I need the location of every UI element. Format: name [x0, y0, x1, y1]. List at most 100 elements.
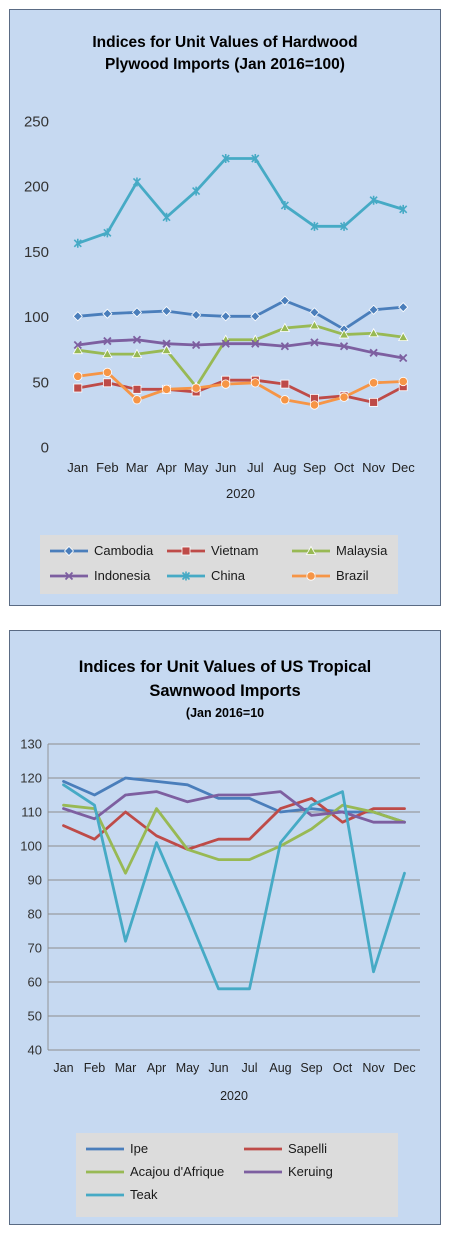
- x-tick-label: Apr: [156, 460, 177, 475]
- y-tick-label: 130: [20, 737, 42, 752]
- x-tick-label: Nov: [362, 1061, 385, 1075]
- data-point-brazil: [369, 378, 379, 388]
- x-tick-label: Oct: [333, 1061, 353, 1075]
- legend-label: Ipe: [130, 1141, 149, 1156]
- data-point-china: [73, 238, 82, 248]
- data-point-cambodia: [72, 311, 83, 322]
- x-tick-label: Apr: [147, 1061, 166, 1075]
- data-point-cambodia: [102, 308, 113, 319]
- data-point-china: [192, 186, 201, 196]
- x-axis-label: 2020: [226, 486, 255, 501]
- data-point-indonesia: [103, 336, 112, 346]
- series-line-brazil: [76, 370, 405, 407]
- y-tick-label: 70: [28, 941, 42, 956]
- legend-marker: [63, 545, 75, 557]
- sawnwood-title-line-1: Indices for Unit Values of US Tropical: [78, 658, 372, 676]
- x-tick-label: Dec: [392, 460, 416, 475]
- legend-label: Malaysia: [336, 543, 388, 558]
- series-line-cambodia: [76, 299, 405, 331]
- data-point-cambodia: [131, 307, 143, 318]
- legend-label: Keruing: [288, 1164, 333, 1179]
- data-point-brazil: [191, 383, 201, 393]
- plot-area: [63, 122, 418, 448]
- data-point-brazil: [398, 376, 408, 387]
- data-point-malaysia: [161, 344, 172, 355]
- data-point-china: [280, 200, 289, 210]
- sawnwood-chart-title: Indices for Unit Values of US Tropical S…: [10, 655, 440, 703]
- sawnwood-chart-plot: 40 50 60 70 80 90 100 110 120 130 Jan Feb Mar Apr May J…: [20, 737, 420, 1103]
- x-tick-label: Dec: [393, 1061, 415, 1075]
- data-point-china: [132, 177, 142, 187]
- data-point-cambodia: [309, 307, 320, 318]
- x-tick-label: May: [176, 1061, 200, 1075]
- data-point-malaysia: [368, 327, 379, 338]
- x-tick-label: Aug: [269, 1061, 291, 1075]
- legend-label: Indonesia: [94, 568, 151, 583]
- legend-marker: [64, 571, 74, 581]
- data-point-china: [103, 228, 112, 238]
- series-line-vietnam: [76, 378, 405, 404]
- legend-marker: [181, 571, 191, 581]
- sawnwood-title-line-2: Sawnwood Imports: [149, 682, 301, 700]
- y-tick-label: 110: [21, 805, 42, 820]
- data-point-brazil: [280, 395, 290, 405]
- data-point-malaysia: [102, 348, 113, 359]
- y-tick-label: 50: [28, 1009, 42, 1024]
- data-point-malaysia: [398, 331, 409, 342]
- series-china: [73, 154, 408, 248]
- data-point-indonesia: [310, 338, 319, 347]
- legend-label: Sapelli: [288, 1141, 328, 1156]
- sawnwood-chart-panel: Indices for Unit Values of US Tropical S…: [9, 630, 441, 1225]
- series-line-indonesia: [76, 338, 405, 360]
- series-line-teak: [62, 783, 406, 991]
- legend-swatch: [292, 545, 330, 555]
- data-point-vietnam: [102, 378, 112, 388]
- x-tick-label: Jan: [53, 1061, 73, 1075]
- data-point-indonesia: [191, 340, 201, 350]
- series-line-malaysia: [76, 324, 405, 389]
- y-tick-label: 120: [20, 771, 42, 786]
- data-point-vietnam: [369, 397, 379, 407]
- data-point-indonesia: [399, 353, 408, 363]
- legend-swatch: [292, 571, 330, 581]
- data-point-indonesia: [280, 342, 290, 351]
- legend-swatch: [50, 545, 88, 557]
- x-tick-label: Oct: [334, 460, 355, 475]
- series-line-acajou-d-afrique: [62, 803, 406, 875]
- data-point-vietnam: [132, 384, 142, 394]
- x-tick-label: Nov: [362, 460, 386, 475]
- data-point-brazil: [309, 400, 320, 410]
- data-point-indonesia: [251, 339, 260, 348]
- x-tick-label: Sep: [300, 1061, 322, 1075]
- plywood-chart-plot: 0 50 100 150 200 250 Jan Feb Mar Apr May Jun Jul Aug S…: [24, 114, 418, 501]
- series-indonesia: [73, 335, 408, 363]
- plywood-title-line-2: Plywood Imports (Jan 2016=100): [105, 56, 345, 73]
- legend-label: Acajou d'Afrique: [130, 1164, 225, 1179]
- y-tick-label: 60: [28, 975, 42, 990]
- legend-swatch: [167, 546, 205, 556]
- data-point-brazil: [132, 395, 142, 405]
- x-tick-label: Jan: [67, 460, 88, 475]
- plywood-chart-panel: Indices for Unit Values of Hardwood Plyw…: [9, 9, 441, 606]
- legend-label: Brazil: [336, 568, 369, 583]
- data-point-cambodia: [161, 306, 172, 317]
- sawnwood-chart-legend: Ipe Sapelli Acajou d'Afrique Keruing Teak: [76, 1133, 398, 1217]
- data-point-indonesia: [221, 339, 230, 348]
- legend-swatch: [86, 1193, 124, 1197]
- x-tick-label: Feb: [84, 1061, 106, 1075]
- data-point-vietnam: [73, 383, 83, 393]
- y-tick-label: 200: [24, 179, 49, 196]
- y-tick-label: 150: [24, 244, 49, 261]
- data-point-cambodia: [368, 304, 379, 315]
- series-brazil: [73, 367, 408, 410]
- x-tick-label: Mar: [115, 1061, 137, 1075]
- x-tick-label: Jun: [215, 460, 236, 475]
- data-point-indonesia: [132, 335, 142, 344]
- legend-swatch: [167, 571, 205, 581]
- legend-swatch: [86, 1147, 124, 1151]
- data-point-china: [221, 154, 230, 164]
- data-point-brazil: [339, 392, 349, 402]
- legend-label: China: [211, 568, 245, 583]
- data-point-malaysia: [309, 320, 320, 330]
- data-point-china: [310, 221, 319, 231]
